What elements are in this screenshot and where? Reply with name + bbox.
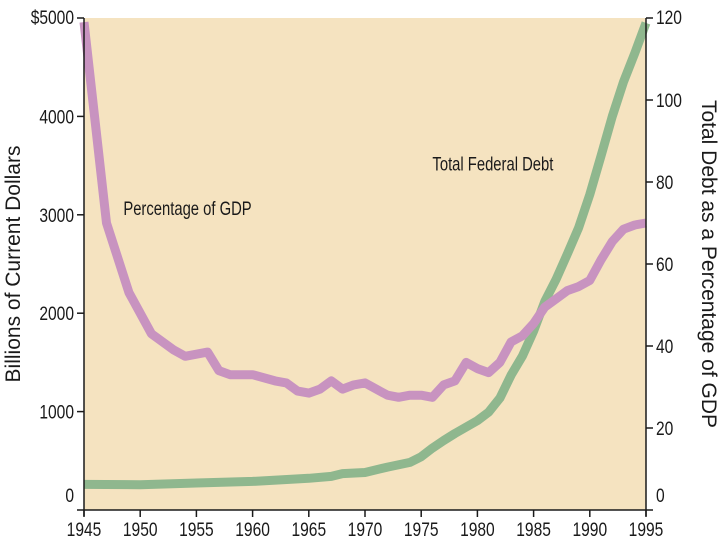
y-axis-title-right: Total Debt as a Percentage of GDP bbox=[697, 100, 720, 428]
annotation-percentage-of-gdp: Percentage of GDP bbox=[123, 198, 251, 219]
y-tick-label-right: 60 bbox=[656, 254, 673, 276]
y-tick-label-right: 0 bbox=[656, 485, 665, 507]
plot-background bbox=[84, 18, 646, 510]
y-tick-label-left: 1000 bbox=[39, 401, 74, 423]
series-layer bbox=[79, 21, 651, 490]
y-tick-label-left: 2000 bbox=[39, 303, 74, 325]
series-line-total-federal-debt bbox=[83, 21, 651, 490]
x-tick-label: 1985 bbox=[516, 519, 551, 540]
y-tick-label-right: 80 bbox=[656, 172, 673, 194]
axes-layer bbox=[77, 17, 653, 517]
y-tick-label-left: 4000 bbox=[39, 106, 74, 128]
labels-layer: 1945 1950 1955 1960 1965 1970 1975 1980 1985 1990… bbox=[31, 7, 682, 540]
x-tick-label: 1950 bbox=[123, 519, 158, 540]
x-tick-label: 1980 bbox=[460, 519, 495, 540]
y-tick-label-left: 0 bbox=[65, 485, 74, 507]
y-tick-label-right: 100 bbox=[656, 90, 682, 112]
series-line-percentage-of-gdp bbox=[79, 21, 647, 402]
x-tick-label: 1995 bbox=[629, 519, 664, 540]
x-tick-label: 1990 bbox=[572, 519, 607, 540]
y-tick-label-left: $5000 bbox=[31, 7, 74, 29]
y-axis-title-left: Billions of Current Dollars bbox=[2, 146, 25, 383]
y-tick-label-right: 40 bbox=[656, 336, 673, 358]
x-tick-label: 1975 bbox=[404, 519, 439, 540]
y-tick-label-right: 120 bbox=[656, 7, 682, 29]
x-tick-label: 1965 bbox=[291, 519, 326, 540]
y-tick-label-right: 20 bbox=[656, 418, 673, 440]
y-tick-label-left: 3000 bbox=[39, 204, 74, 226]
annotation-total-federal-debt: Total Federal Debt bbox=[432, 154, 553, 175]
x-tick-label: 1955 bbox=[179, 519, 214, 540]
x-tick-label: 1960 bbox=[235, 519, 270, 540]
x-tick-label: 1945 bbox=[67, 519, 102, 540]
x-tick-label: 1970 bbox=[348, 519, 383, 540]
